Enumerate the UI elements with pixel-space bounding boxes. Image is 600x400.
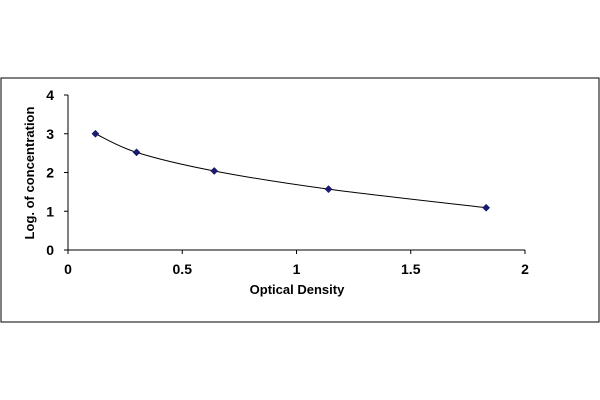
x-tick-label: 1.5 xyxy=(401,261,421,277)
y-tick-label: 2 xyxy=(46,165,54,181)
chart-frame xyxy=(0,77,600,323)
x-tick-label: 0 xyxy=(64,261,72,277)
data-point xyxy=(210,166,219,175)
data-point xyxy=(482,203,491,212)
data-point xyxy=(132,148,141,157)
y-tick-label: 1 xyxy=(46,203,54,219)
data-points xyxy=(91,129,491,212)
y-tick-label: 3 xyxy=(46,126,54,142)
x-tick-group: 0 0.5 1 1.5 2 xyxy=(64,250,529,277)
y-tick-label: 4 xyxy=(46,87,54,103)
data-point xyxy=(324,185,333,194)
y-tick-group: 0 1 2 3 4 xyxy=(46,87,68,258)
x-tick-label: 0.5 xyxy=(173,261,193,277)
fit-curve xyxy=(95,133,487,209)
data-point xyxy=(91,129,100,138)
x-tick-label: 2 xyxy=(521,261,529,277)
x-axis-title: Optical Density xyxy=(250,282,345,297)
x-tick-label: 1 xyxy=(293,261,301,277)
y-tick-label: 0 xyxy=(46,242,54,258)
y-axis-title: Log. of concentration xyxy=(22,107,37,240)
